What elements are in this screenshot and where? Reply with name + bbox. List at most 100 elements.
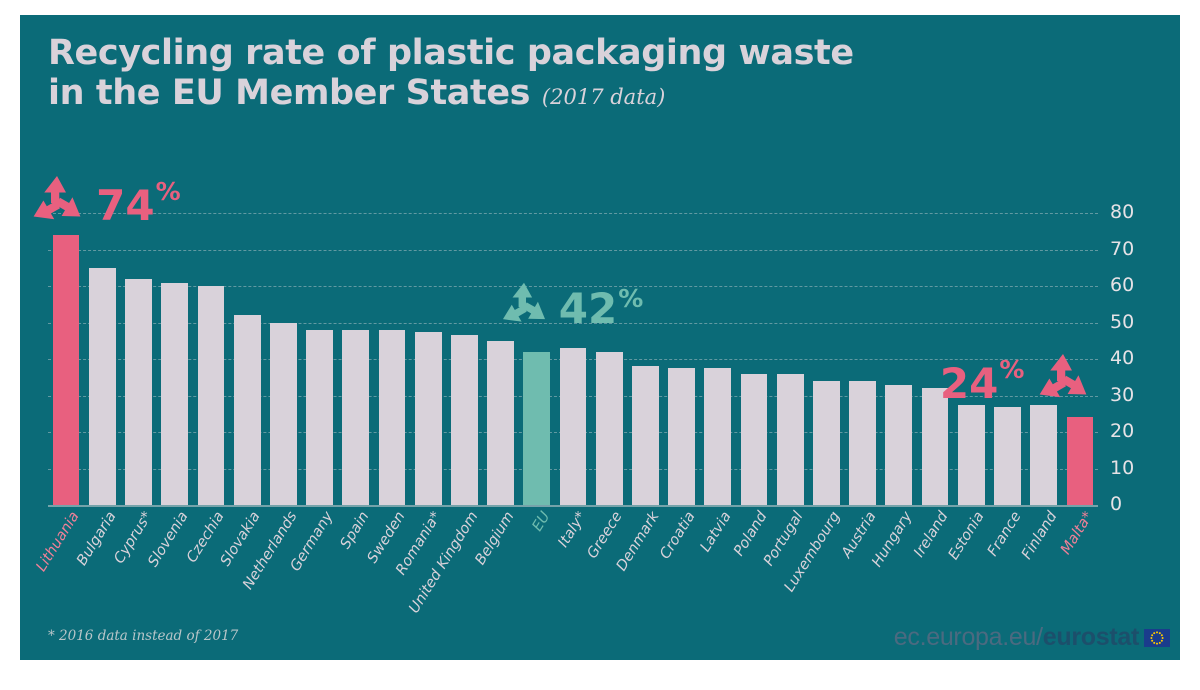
bar-fill <box>632 366 659 505</box>
bar-fill <box>487 340 514 505</box>
bar-fill <box>559 348 587 505</box>
bar-malta-[interactable] <box>1066 417 1094 505</box>
bar-greece[interactable] <box>595 351 623 505</box>
page-title-line2-text: in the EU Member States <box>48 73 531 113</box>
page-title-line1: Recycling rate of plastic packaging wast… <box>48 33 854 73</box>
bar-fill <box>161 282 189 505</box>
y-tick-label: 40 <box>1110 347 1135 370</box>
bar-denmark[interactable] <box>632 366 659 505</box>
title-block: Recycling rate of plastic packaging wast… <box>48 33 948 117</box>
bar-fill <box>233 315 261 505</box>
x-label-france: France <box>984 509 1025 560</box>
gridline-60 <box>48 286 1098 288</box>
bar-united-kingdom[interactable] <box>450 335 478 505</box>
x-label-italy-: Italy* <box>555 509 590 551</box>
y-tick-label: 30 <box>1110 383 1135 406</box>
callout-percent: % <box>155 177 181 207</box>
bar-fill <box>704 368 732 505</box>
recycling-icon <box>20 173 96 238</box>
bar-fill <box>668 368 695 505</box>
bar-austria[interactable] <box>849 381 877 505</box>
bar-italy-[interactable] <box>559 348 587 505</box>
x-label-spain: Spain <box>337 509 373 552</box>
callout-value: 24 <box>939 358 999 408</box>
bar-fill <box>740 373 768 505</box>
y-tick-label: 60 <box>1110 274 1135 297</box>
bar-fill <box>813 381 840 505</box>
bar-fill <box>523 351 551 505</box>
bar-fill <box>378 329 406 505</box>
bar-czechia[interactable] <box>197 286 225 505</box>
page-subtitle: (2017 data) <box>541 85 666 109</box>
bar-lithuania[interactable] <box>52 235 80 505</box>
bar-portugal[interactable] <box>776 373 804 505</box>
y-tick-label: 0 <box>1110 493 1123 515</box>
recycling-icon <box>1024 351 1102 416</box>
x-label-finland: Finland <box>1018 509 1061 563</box>
bar-finland[interactable] <box>1030 404 1058 505</box>
bar-sweden[interactable] <box>378 329 406 505</box>
bar-fill <box>269 322 297 505</box>
gridline-70 <box>48 249 1098 251</box>
bar-fill <box>921 388 949 505</box>
bar-estonia[interactable] <box>957 404 985 505</box>
callout-percent: % <box>618 283 644 313</box>
y-tick-label: 20 <box>1110 420 1135 443</box>
bar-croatia[interactable] <box>668 368 695 505</box>
bar-fill <box>957 404 985 505</box>
x-label-lithuania: Lithuania <box>33 509 83 575</box>
x-label-estonia: Estonia <box>946 509 989 563</box>
y-tick-label: 80 <box>1110 201 1135 224</box>
bar-france[interactable] <box>994 406 1021 505</box>
bar-slovakia[interactable] <box>233 315 261 505</box>
bar-fill <box>52 235 80 505</box>
x-label-eu: EU <box>529 509 554 535</box>
callout-lithuania: 74 % <box>20 173 181 238</box>
y-tick-label: 50 <box>1110 310 1135 333</box>
callout-eu: 42 % <box>489 280 644 339</box>
footnote: * 2016 data instead of 2017 <box>48 628 239 644</box>
bar-poland[interactable] <box>740 373 768 505</box>
callout-value: 42 <box>558 284 618 334</box>
bar-fill <box>994 406 1021 505</box>
bar-hungary[interactable] <box>885 384 913 505</box>
recycling-icon <box>489 280 559 339</box>
bar-fill <box>776 373 804 505</box>
y-axis: 0 10 20 30 40 50 60 70 80 <box>1110 195 1170 514</box>
gridline-50 <box>48 322 1098 324</box>
bar-luxembourg[interactable] <box>813 381 840 505</box>
bar-slovenia[interactable] <box>161 282 189 505</box>
brand-name: eurostat <box>1042 623 1140 651</box>
bar-romania-[interactable] <box>414 331 442 505</box>
bar-germany[interactable] <box>306 329 333 505</box>
x-label-latvia: Latvia <box>697 509 735 555</box>
x-label-united-kingdom: United Kingdom <box>405 509 482 617</box>
bar-fill <box>197 286 225 505</box>
bar-eu[interactable] <box>523 351 551 505</box>
bar-bulgaria[interactable] <box>88 267 116 505</box>
x-axis-labels: Lithuania Bulgaria Cyprus* Slovenia Czechia S… <box>34 509 1108 629</box>
eu-flag-icon <box>1144 628 1170 647</box>
bar-fill <box>414 331 442 505</box>
bar-fill <box>125 278 152 505</box>
bar-series <box>48 195 1098 505</box>
infographic-poster: Recycling rate of plastic packaging wast… <box>20 15 1180 660</box>
bar-fill <box>1066 417 1094 505</box>
bar-fill <box>450 335 478 505</box>
brand-prefix: ec.europa.eu/ <box>893 623 1043 651</box>
bar-latvia[interactable] <box>704 368 732 505</box>
bar-cyprus-[interactable] <box>125 278 152 505</box>
bar-belgium[interactable] <box>487 340 514 505</box>
brand-logo[interactable]: ec.europa.eu/eurostat <box>894 623 1170 652</box>
bar-netherlands[interactable] <box>269 322 297 505</box>
y-tick-label: 70 <box>1110 237 1135 260</box>
bar-ireland[interactable] <box>921 388 949 505</box>
bar-spain[interactable] <box>342 329 370 505</box>
callout-malta: 24 % <box>940 351 1103 416</box>
y-tick-label: 10 <box>1110 456 1135 479</box>
bar-fill <box>849 381 877 505</box>
bar-fill <box>88 267 116 505</box>
x-label-croatia: Croatia <box>657 509 699 562</box>
callout-percent: % <box>999 355 1025 385</box>
axis-baseline <box>48 505 1098 507</box>
